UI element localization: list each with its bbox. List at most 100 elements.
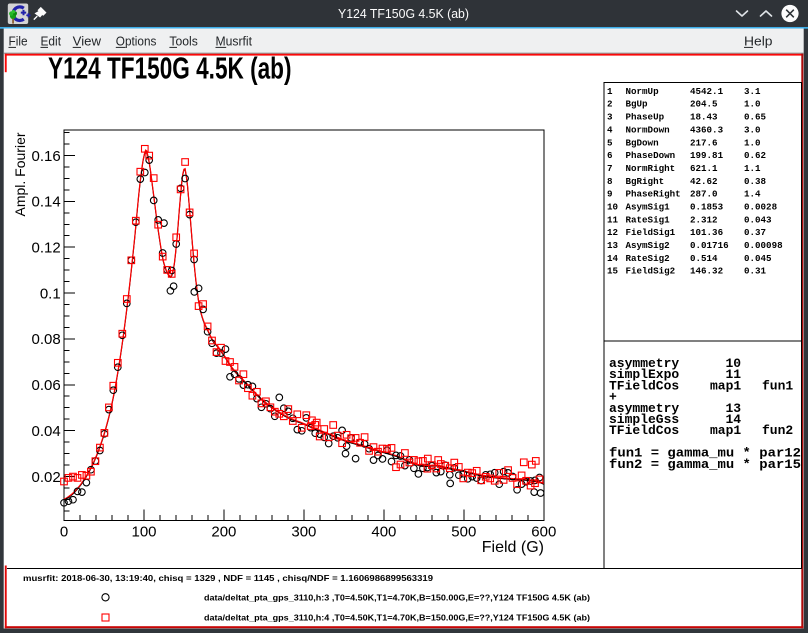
svg-text:fun1 = gamma_mu * par12: fun1 = gamma_mu * par12 [609, 446, 801, 461]
svg-text:Field (G): Field (G) [482, 539, 544, 556]
svg-text:NormRight: NormRight [626, 163, 676, 174]
svg-text:0.04: 0.04 [31, 423, 60, 440]
svg-text:5: 5 [607, 137, 613, 148]
svg-text:0.37: 0.37 [744, 227, 766, 238]
svg-text:0.62: 0.62 [744, 150, 766, 161]
svg-text:AsymSig1: AsymSig1 [626, 202, 671, 213]
svg-text:map1: map1 [710, 423, 741, 438]
svg-text:data/deltat_pta_gps_3110,h:3 ,: data/deltat_pta_gps_3110,h:3 ,T0=4.50K,T… [204, 593, 590, 602]
svg-text:12: 12 [607, 227, 618, 238]
svg-text:7: 7 [607, 163, 613, 174]
svg-text:View: View [73, 34, 102, 49]
svg-text:NormDown: NormDown [626, 124, 670, 135]
svg-text:PhaseRight: PhaseRight [626, 189, 681, 200]
svg-text:asymmetry: asymmetry [609, 401, 679, 416]
svg-text:1: 1 [607, 86, 613, 97]
svg-text:fun2 = gamma_mu * par15: fun2 = gamma_mu * par15 [609, 457, 801, 472]
svg-text:4360.3: 4360.3 [690, 124, 724, 135]
svg-text:0.1853: 0.1853 [690, 202, 724, 213]
svg-text:PhaseUp: PhaseUp [626, 112, 665, 123]
svg-text:11: 11 [726, 367, 742, 382]
svg-text:204.5: 204.5 [690, 99, 718, 110]
svg-text:+: + [609, 390, 617, 405]
svg-text:0.045: 0.045 [744, 253, 772, 264]
svg-text:6: 6 [607, 150, 613, 161]
svg-text:9: 9 [607, 189, 613, 200]
svg-text:0.0028: 0.0028 [744, 202, 778, 213]
svg-text:BgUp: BgUp [626, 99, 649, 110]
svg-text:0.01716: 0.01716 [690, 240, 729, 251]
svg-text:42.62: 42.62 [690, 176, 718, 187]
svg-text:0.38: 0.38 [744, 176, 767, 187]
svg-text:2: 2 [607, 99, 613, 110]
svg-text:0.514: 0.514 [690, 253, 718, 264]
svg-text:AsymSig2: AsymSig2 [626, 240, 670, 251]
svg-text:fun2: fun2 [762, 423, 793, 438]
svg-text:0.12: 0.12 [31, 240, 60, 257]
svg-text:2.312: 2.312 [690, 214, 718, 225]
svg-text:Ampl. Fourier: Ampl. Fourier [12, 132, 28, 216]
svg-text:0.31: 0.31 [744, 266, 767, 277]
svg-text:PhaseDown: PhaseDown [626, 150, 676, 161]
svg-text:3.0: 3.0 [744, 124, 761, 135]
svg-text:500: 500 [451, 524, 476, 541]
svg-text:621.1: 621.1 [690, 163, 718, 174]
svg-text:File: File [9, 34, 28, 49]
svg-text:14: 14 [607, 253, 619, 264]
svg-text:data/deltat_pta_gps_3110,h:4 ,: data/deltat_pta_gps_3110,h:4 ,T0=4.50K,T… [204, 614, 590, 623]
svg-text:287.0: 287.0 [690, 189, 718, 200]
svg-text:300: 300 [291, 524, 316, 541]
svg-text:0.06: 0.06 [31, 377, 60, 394]
svg-text:101.36: 101.36 [690, 227, 723, 238]
svg-text:0.16: 0.16 [31, 148, 60, 165]
svg-text:3: 3 [607, 112, 613, 123]
svg-text:0.00098: 0.00098 [744, 240, 783, 251]
svg-text:100: 100 [131, 524, 156, 541]
svg-text:Options: Options [116, 34, 157, 49]
svg-text:map1: map1 [710, 378, 741, 393]
svg-text:simplExpo: simplExpo [609, 367, 679, 382]
svg-text:1.0: 1.0 [744, 99, 761, 110]
svg-text:3.1: 3.1 [744, 86, 761, 97]
svg-text:simpleGss: simpleGss [609, 412, 679, 427]
svg-text:RateSig2: RateSig2 [626, 253, 670, 264]
svg-text:10: 10 [607, 202, 618, 213]
svg-text:musrfit: 2018-06-30, 13:19:40,: musrfit: 2018-06-30, 13:19:40, chisq = 1… [23, 574, 434, 583]
svg-text:Y124 TF150G 4.5K (ab): Y124 TF150G 4.5K (ab) [338, 6, 469, 21]
svg-text:FieldSig2: FieldSig2 [626, 266, 676, 277]
svg-text:15: 15 [607, 266, 619, 277]
svg-text:RateSig1: RateSig1 [626, 214, 671, 225]
svg-text:199.81: 199.81 [690, 150, 724, 161]
svg-text:0.043: 0.043 [744, 214, 772, 225]
svg-text:Help: Help [744, 34, 773, 49]
svg-text:8: 8 [607, 176, 613, 187]
svg-text:Tools: Tools [169, 34, 198, 49]
svg-text:0.02: 0.02 [31, 469, 60, 486]
svg-text:4: 4 [607, 124, 613, 135]
svg-text:0.65: 0.65 [744, 112, 767, 123]
svg-text:4542.1: 4542.1 [690, 86, 724, 97]
svg-text:Y124 TF150G 4.5K (ab): Y124 TF150G 4.5K (ab) [48, 52, 292, 86]
svg-text:TFieldCos: TFieldCos [609, 423, 679, 438]
svg-text:NormUp: NormUp [626, 86, 660, 97]
svg-text:0.08: 0.08 [31, 331, 60, 348]
svg-text:Edit: Edit [41, 34, 62, 49]
svg-text:fun1: fun1 [762, 378, 793, 393]
svg-text:Musrfit: Musrfit [216, 34, 253, 49]
svg-text:600: 600 [531, 524, 556, 541]
svg-text:FieldSig1: FieldSig1 [626, 227, 676, 238]
svg-text:13: 13 [726, 401, 742, 416]
svg-text:0.14: 0.14 [31, 194, 60, 211]
svg-text:13: 13 [607, 240, 619, 251]
svg-text:1.1: 1.1 [744, 163, 761, 174]
svg-text:10: 10 [726, 356, 742, 371]
svg-text:217.6: 217.6 [690, 137, 718, 148]
svg-text:TFieldCos: TFieldCos [609, 378, 679, 393]
svg-text:0: 0 [60, 524, 68, 541]
svg-text:asymmetry: asymmetry [609, 356, 679, 371]
svg-text:1.4: 1.4 [744, 189, 761, 200]
svg-text:200: 200 [211, 524, 236, 541]
svg-text:0.1: 0.1 [40, 285, 61, 302]
svg-text:18.43: 18.43 [690, 112, 718, 123]
svg-text:400: 400 [371, 524, 396, 541]
